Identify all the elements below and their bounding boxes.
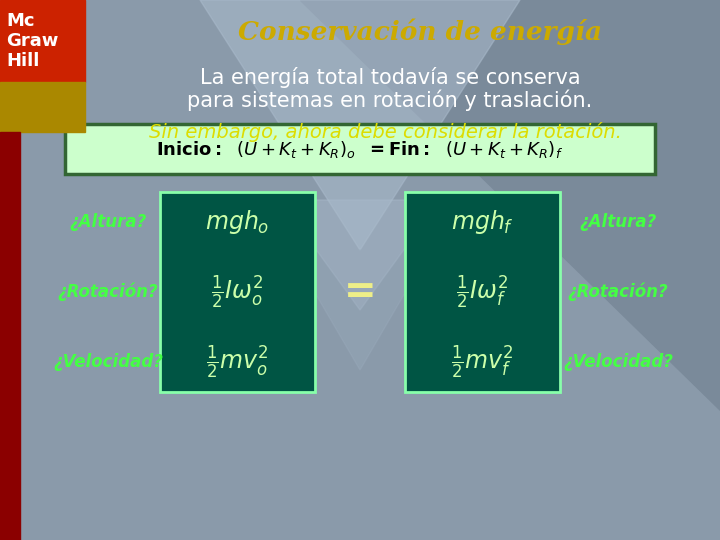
Text: ${\frac{1}{2}mv_o^2}$: ${\frac{1}{2}mv_o^2}$ [206,343,269,381]
Text: ¿Rotación?: ¿Rotación? [58,283,158,301]
Polygon shape [290,250,430,370]
Polygon shape [300,0,720,410]
Text: ${\frac{1}{2}mv_f^2}$: ${\frac{1}{2}mv_f^2}$ [451,343,513,381]
Text: $mgh_o$: $mgh_o$ [204,208,269,236]
Text: $mgh_f$: $mgh_f$ [451,208,513,236]
Bar [0,82,85,132]
Bar [0,0,85,82]
Text: ¿Rotación?: ¿Rotación? [567,283,668,301]
Text: $\mathbf{Inicio:}$  $\mathit{(U + K_t + K_R)_o}$  $\mathbf{= Fin:}$  $\mathit{(U: $\mathbf{Inicio:}$ $\mathit{(U + K_t + K… [156,138,564,159]
Text: Hill: Hill [6,52,40,70]
Text: =: = [343,273,377,311]
Text: ¿Altura?: ¿Altura? [69,213,147,231]
Text: Conservación de energía: Conservación de energía [238,19,602,45]
Bar [405,192,560,392]
Text: ¿Velocidad?: ¿Velocidad? [563,353,673,371]
Polygon shape [280,200,440,310]
Text: ¿Altura?: ¿Altura? [580,213,657,231]
Bar [160,192,315,392]
Polygon shape [200,0,520,250]
Bar [65,124,655,174]
Text: Graw: Graw [6,32,58,50]
Text: para sistemas en rotación y traslación.: para sistemas en rotación y traslación. [187,89,593,111]
Bar [0,132,20,540]
Text: La energía total todavía se conserva: La energía total todavía se conserva [199,68,580,89]
Text: ¿Velocidad?: ¿Velocidad? [53,353,163,371]
Text: Sin embargo, ahora debe considerar la rotación.: Sin embargo, ahora debe considerar la ro… [148,122,621,142]
Text: ${\frac{1}{2}I\omega_o^2}$: ${\frac{1}{2}I\omega_o^2}$ [211,273,263,310]
Text: ${\frac{1}{2}I\omega_f^2}$: ${\frac{1}{2}I\omega_f^2}$ [456,273,508,310]
Text: Mc: Mc [6,12,35,30]
